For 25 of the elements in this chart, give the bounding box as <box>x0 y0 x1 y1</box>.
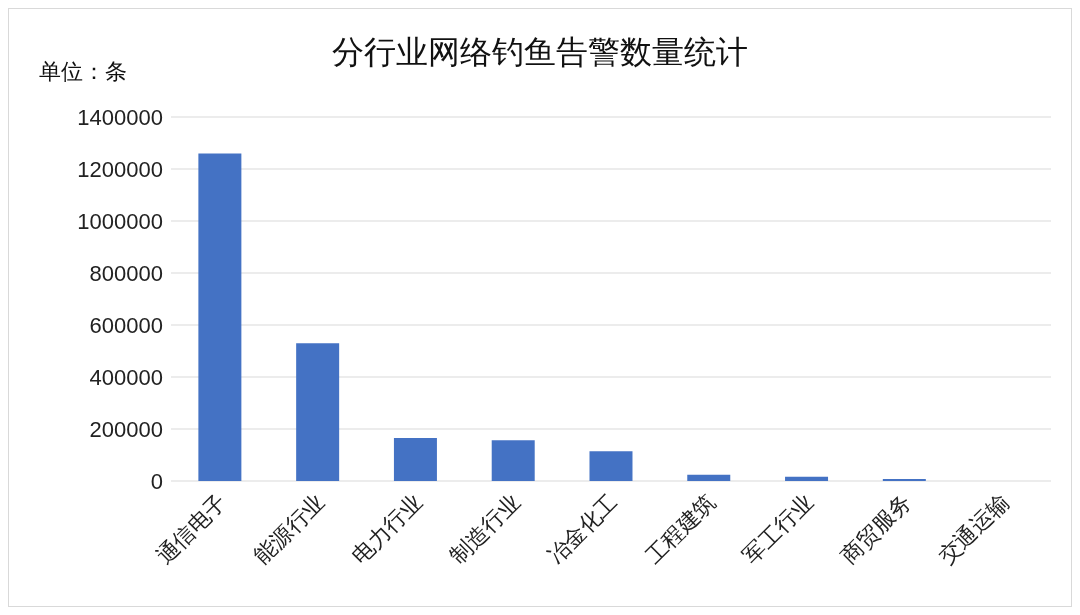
bar <box>785 476 829 481</box>
chart-title: 分行业网络钓鱼告警数量统计 <box>332 34 748 70</box>
bar <box>589 451 633 481</box>
bar <box>882 478 926 481</box>
y-tick-label: 1200000 <box>77 156 163 182</box>
y-tick-label: 600000 <box>89 312 163 338</box>
x-tick-label: 制造行业 <box>444 488 525 569</box>
y-tick-label: 1400000 <box>77 104 163 130</box>
y-tick-label: 200000 <box>89 416 163 442</box>
bar <box>687 474 731 481</box>
y-tick-label: 400000 <box>89 364 163 390</box>
x-tick-label: 军工行业 <box>738 488 819 569</box>
bar <box>198 153 242 481</box>
bar <box>491 440 535 481</box>
bar <box>296 343 340 481</box>
text: 单位：条 <box>39 58 127 86</box>
x-tick-label: 电力行业 <box>347 488 427 569</box>
y-tick-label: 1000000 <box>77 208 163 234</box>
x-tick-label: 工程建筑 <box>640 488 721 569</box>
y-tick-label: 800000 <box>89 260 163 286</box>
bar <box>393 438 437 481</box>
x-tick-label: 交通运输 <box>933 488 1014 569</box>
x-tick-label: 商贸服务 <box>835 488 916 569</box>
x-tick-label: 冶金化工 <box>542 488 623 569</box>
x-tick-label: 能源行业 <box>249 488 330 569</box>
